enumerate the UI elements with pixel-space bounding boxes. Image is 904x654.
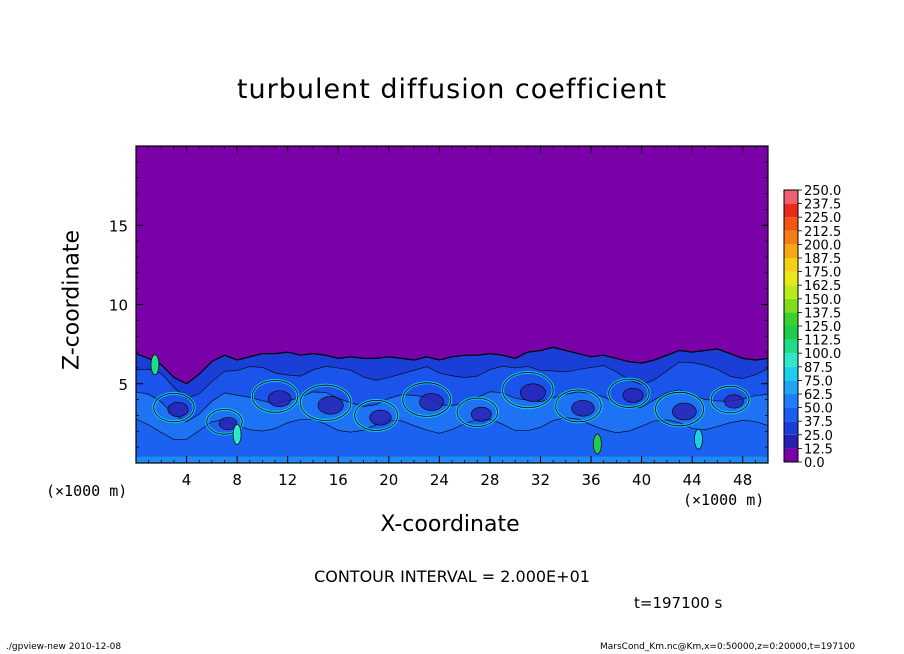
- x-tick-label: 24: [430, 471, 449, 489]
- eddy-contour: [655, 391, 704, 427]
- field: [136, 146, 768, 463]
- eddy-contour: [402, 382, 452, 417]
- y-tick-label: 10: [109, 297, 128, 315]
- colorbar-label: 125.0: [804, 320, 841, 335]
- colorbar-label: 162.5: [804, 279, 841, 294]
- local-peak: [232, 424, 242, 445]
- colorbar-label: 112.5: [804, 334, 841, 349]
- eddy-core: [470, 406, 492, 422]
- eddy-core: [317, 396, 344, 415]
- colorbar-label: 200.0: [804, 238, 841, 253]
- colorbar-label: 212.5: [804, 225, 841, 240]
- colorbar-swatch: [784, 244, 798, 258]
- y-tick-label: 15: [109, 217, 128, 235]
- colorbar-label: 37.5: [804, 415, 833, 430]
- colorbar-label: 25.0: [804, 429, 833, 444]
- colorbar-label: 237.5: [804, 198, 841, 213]
- x-tick-label: 36: [581, 471, 600, 489]
- x-tick-label: 4: [182, 471, 192, 489]
- eddy-contour: [153, 392, 195, 423]
- eddy-contour: [502, 371, 554, 409]
- x-tick-label: 32: [531, 471, 550, 489]
- eddy-core: [519, 383, 546, 402]
- x-tick-label: 44: [683, 471, 702, 489]
- colorbar-swatch: [784, 394, 798, 408]
- colorbar-swatch: [784, 230, 798, 245]
- colorbar-label: 87.5: [804, 361, 833, 376]
- colorbar-label: 75.0: [804, 374, 833, 389]
- colorbar-swatch: [784, 326, 798, 340]
- colorbar-swatch: [784, 448, 798, 462]
- eddy-contour: [710, 385, 750, 414]
- eddy-core: [672, 402, 697, 421]
- x-tick-label: 48: [733, 471, 752, 489]
- surface-band: [136, 456, 768, 463]
- colorbar-swatch: [784, 285, 798, 299]
- eddy-core: [571, 399, 595, 417]
- colorbar-label: 62.5: [804, 388, 833, 403]
- colorbar-swatch: [784, 434, 798, 449]
- eddy-contour: [456, 397, 498, 427]
- x-tick-label: 20: [379, 471, 398, 489]
- eddy-contour: [555, 389, 602, 423]
- x-unit-label-right: (×1000 m): [683, 491, 765, 509]
- colorbar-label: 12.5: [804, 442, 833, 457]
- colorbar-label: 225.0: [804, 211, 841, 226]
- colorbar-swatch: [784, 380, 798, 394]
- footer-program-date: ./gpview-new 2010-12-08: [6, 642, 122, 652]
- y-tick-label: 5: [118, 376, 128, 394]
- colorbar-label: 175.0: [804, 266, 841, 281]
- local-peak: [150, 354, 160, 376]
- colorbar-swatch: [784, 353, 798, 367]
- colorbar-swatch: [784, 366, 798, 381]
- colorbar-swatch: [784, 312, 798, 326]
- eddy-core: [622, 387, 644, 403]
- footer-file-info: MarsCond_Km.nc@Km,x=0:50000,z=0:20000,t=…: [600, 642, 856, 652]
- colorbar-label: 0.0: [804, 456, 825, 471]
- colorbar-swatch: [784, 298, 798, 313]
- x-unit-label-left: (×1000 m): [46, 482, 128, 500]
- colorbar-swatch: [784, 203, 798, 218]
- eddy-contour: [354, 400, 399, 431]
- colorbar-label: 250.0: [804, 184, 841, 199]
- x-tick-label: 8: [232, 471, 242, 489]
- eddy-core: [369, 409, 392, 426]
- colorbar: 0.012.525.037.550.062.575.087.5100.0112.…: [783, 184, 841, 471]
- eddy-core: [267, 390, 292, 407]
- local-peak: [694, 428, 703, 450]
- eddy-contour: [251, 380, 299, 413]
- colorbar-swatch: [784, 217, 798, 231]
- eddy-core: [218, 417, 238, 431]
- plot-area: [136, 146, 768, 463]
- eddy-core: [724, 394, 744, 409]
- colorbar-label: 150.0: [804, 293, 841, 308]
- contour-interval-label: CONTOUR INTERVAL = 2.000E+01: [314, 567, 590, 586]
- colorbar-label: 100.0: [804, 347, 841, 362]
- colorbar-label: 50.0: [804, 402, 833, 417]
- colorbar-label: 137.5: [804, 306, 841, 321]
- local-peak: [593, 433, 602, 455]
- colorbar-swatch: [784, 407, 798, 422]
- eddy-contour: [299, 384, 352, 421]
- x-tick-label: 16: [329, 471, 348, 489]
- colorbar-swatch: [784, 421, 798, 435]
- colorbar-swatch: [784, 271, 798, 286]
- x-axis-label: X-coordinate: [380, 512, 520, 537]
- eddy-contour: [206, 409, 243, 435]
- eddy-core: [419, 393, 444, 411]
- eddy-contour: [608, 378, 650, 408]
- colorbar-swatch: [784, 339, 798, 354]
- x-tick-label: 12: [278, 471, 297, 489]
- colorbar-label: 187.5: [804, 252, 841, 267]
- x-tick-label: 40: [632, 471, 651, 489]
- chart-title: turbulent diffusion coefficient: [236, 74, 668, 105]
- x-tick-label: 28: [480, 471, 499, 489]
- time-label: t=197100 s: [634, 594, 723, 612]
- colorbar-swatch: [784, 190, 798, 204]
- colorbar-swatch: [784, 258, 798, 272]
- eddy-core: [167, 402, 189, 417]
